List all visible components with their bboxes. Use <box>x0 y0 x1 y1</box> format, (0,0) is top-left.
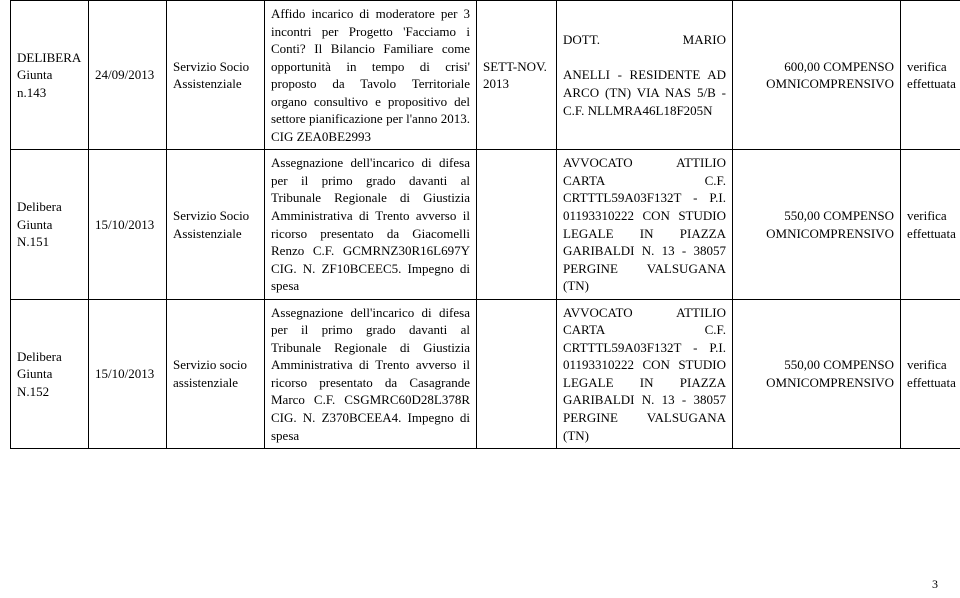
page-number: 3 <box>932 577 938 592</box>
cell-status: verifica effettuata <box>901 1 960 150</box>
cell-act: Delibera Giunta N.152 <box>11 299 89 448</box>
cell-period: SETT-NOV. 2013 <box>477 1 557 150</box>
table-row: Delibera Giunta N.152 15/10/2013 Servizi… <box>11 299 960 448</box>
cell-subject: Assegnazione dell'incarico di difesa per… <box>265 150 477 299</box>
cell-amount: 550,00 COMPENSO OMNICOMPRENSIVO <box>733 299 901 448</box>
cell-date: 15/10/2013 <box>89 150 167 299</box>
document-table: DELIBERA Giunta n.143 24/09/2013 Servizi… <box>10 0 960 449</box>
cell-amount: 550,00 COMPENSO OMNICOMPRENSIVO <box>733 150 901 299</box>
cell-beneficiary: AVVOCATO ATTILIO CARTA C.F. CRTTTL59A03F… <box>557 299 733 448</box>
cell-act: Delibera Giunta N.151 <box>11 150 89 299</box>
table-row: Delibera Giunta N.151 15/10/2013 Servizi… <box>11 150 960 299</box>
cell-service: Servizio Socio Assistenziale <box>167 1 265 150</box>
cell-act: DELIBERA Giunta n.143 <box>11 1 89 150</box>
beneficiary-name: MARIO <box>683 32 726 47</box>
cell-status: verifica effettuata <box>901 299 960 448</box>
cell-subject: Affido incarico di moderatore per 3 inco… <box>265 1 477 150</box>
beneficiary-rest: ANELLI - RESIDENTE AD ARCO (TN) VIA NAS … <box>563 67 726 117</box>
cell-service: Servizio Socio Assistenziale <box>167 150 265 299</box>
cell-beneficiary: DOTT. MARIO ANELLI - RESIDENTE AD ARCO (… <box>557 1 733 150</box>
beneficiary-prefix: DOTT. <box>563 32 600 47</box>
cell-subject: Assegnazione dell'incarico di difesa per… <box>265 299 477 448</box>
cell-service: Servizio socio assistenziale <box>167 299 265 448</box>
cell-period <box>477 299 557 448</box>
cell-status: verifica effettuata <box>901 150 960 299</box>
cell-amount: 600,00 COMPENSO OMNICOMPRENSIVO <box>733 1 901 150</box>
cell-beneficiary: AVVOCATO ATTILIO CARTA C.F. CRTTTL59A03F… <box>557 150 733 299</box>
cell-date: 24/09/2013 <box>89 1 167 150</box>
table-row: DELIBERA Giunta n.143 24/09/2013 Servizi… <box>11 1 960 150</box>
cell-period <box>477 150 557 299</box>
cell-date: 15/10/2013 <box>89 299 167 448</box>
